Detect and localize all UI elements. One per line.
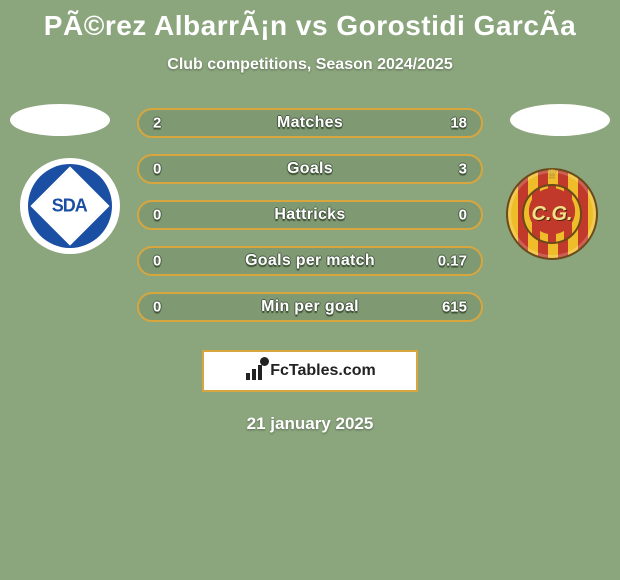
stat-bar: 2 Matches 18 bbox=[137, 108, 483, 138]
infographic-canvas: PÃ©rez AlbarrÃ¡n vs Gorostidi GarcÃ­a Cl… bbox=[0, 0, 620, 580]
crown-icon: ♛ bbox=[546, 166, 559, 183]
stat-bars: 2 Matches 18 0 Goals 3 0 Hattricks 0 0 G… bbox=[137, 108, 483, 322]
stat-value-right: 3 bbox=[459, 161, 467, 178]
fctables-label: FcTables.com bbox=[270, 362, 376, 380]
sda-diamond: SDA bbox=[30, 166, 109, 245]
stat-label: Hattricks bbox=[274, 206, 345, 224]
page-title: PÃ©rez AlbarrÃ¡n vs Gorostidi GarcÃ­a bbox=[0, 0, 620, 42]
fctables-watermark: FcTables.com bbox=[202, 350, 418, 392]
stat-value-right: 615 bbox=[442, 299, 467, 316]
stat-label: Goals per match bbox=[245, 252, 375, 270]
player-photo-placeholder-right bbox=[510, 104, 610, 136]
cg-inner: C.G. bbox=[522, 184, 582, 244]
stat-value-right: 0 bbox=[459, 207, 467, 224]
bar-chart-icon bbox=[244, 362, 266, 380]
stat-value-right: 18 bbox=[450, 115, 467, 132]
cg-badge: ♛ C.G. bbox=[506, 168, 598, 260]
stat-value-left: 2 bbox=[153, 115, 161, 132]
stat-bar: 0 Goals 3 bbox=[137, 154, 483, 184]
club-badge-right: ♛ C.G. bbox=[504, 166, 600, 262]
sda-badge: SDA bbox=[28, 164, 112, 248]
stat-bar: 0 Hattricks 0 bbox=[137, 200, 483, 230]
club-badge-left: SDA bbox=[20, 158, 120, 254]
stat-value-left: 0 bbox=[153, 253, 161, 270]
player-photo-placeholder-left bbox=[10, 104, 110, 136]
stat-value-right: 0.17 bbox=[438, 253, 467, 270]
stat-label: Min per goal bbox=[261, 298, 359, 316]
stat-bar: 0 Goals per match 0.17 bbox=[137, 246, 483, 276]
content-area: SDA ♛ C.G. 2 Matches 18 0 Goals 3 bbox=[0, 108, 620, 434]
cg-letters: C.G. bbox=[531, 203, 572, 226]
date-label: 21 january 2025 bbox=[0, 414, 620, 434]
stat-label: Matches bbox=[277, 114, 343, 132]
stat-value-left: 0 bbox=[153, 207, 161, 224]
subtitle: Club competitions, Season 2024/2025 bbox=[0, 56, 620, 74]
sda-letters: SDA bbox=[52, 195, 87, 216]
stat-value-left: 0 bbox=[153, 161, 161, 178]
stat-value-left: 0 bbox=[153, 299, 161, 316]
stat-bar: 0 Min per goal 615 bbox=[137, 292, 483, 322]
stat-label: Goals bbox=[287, 160, 333, 178]
